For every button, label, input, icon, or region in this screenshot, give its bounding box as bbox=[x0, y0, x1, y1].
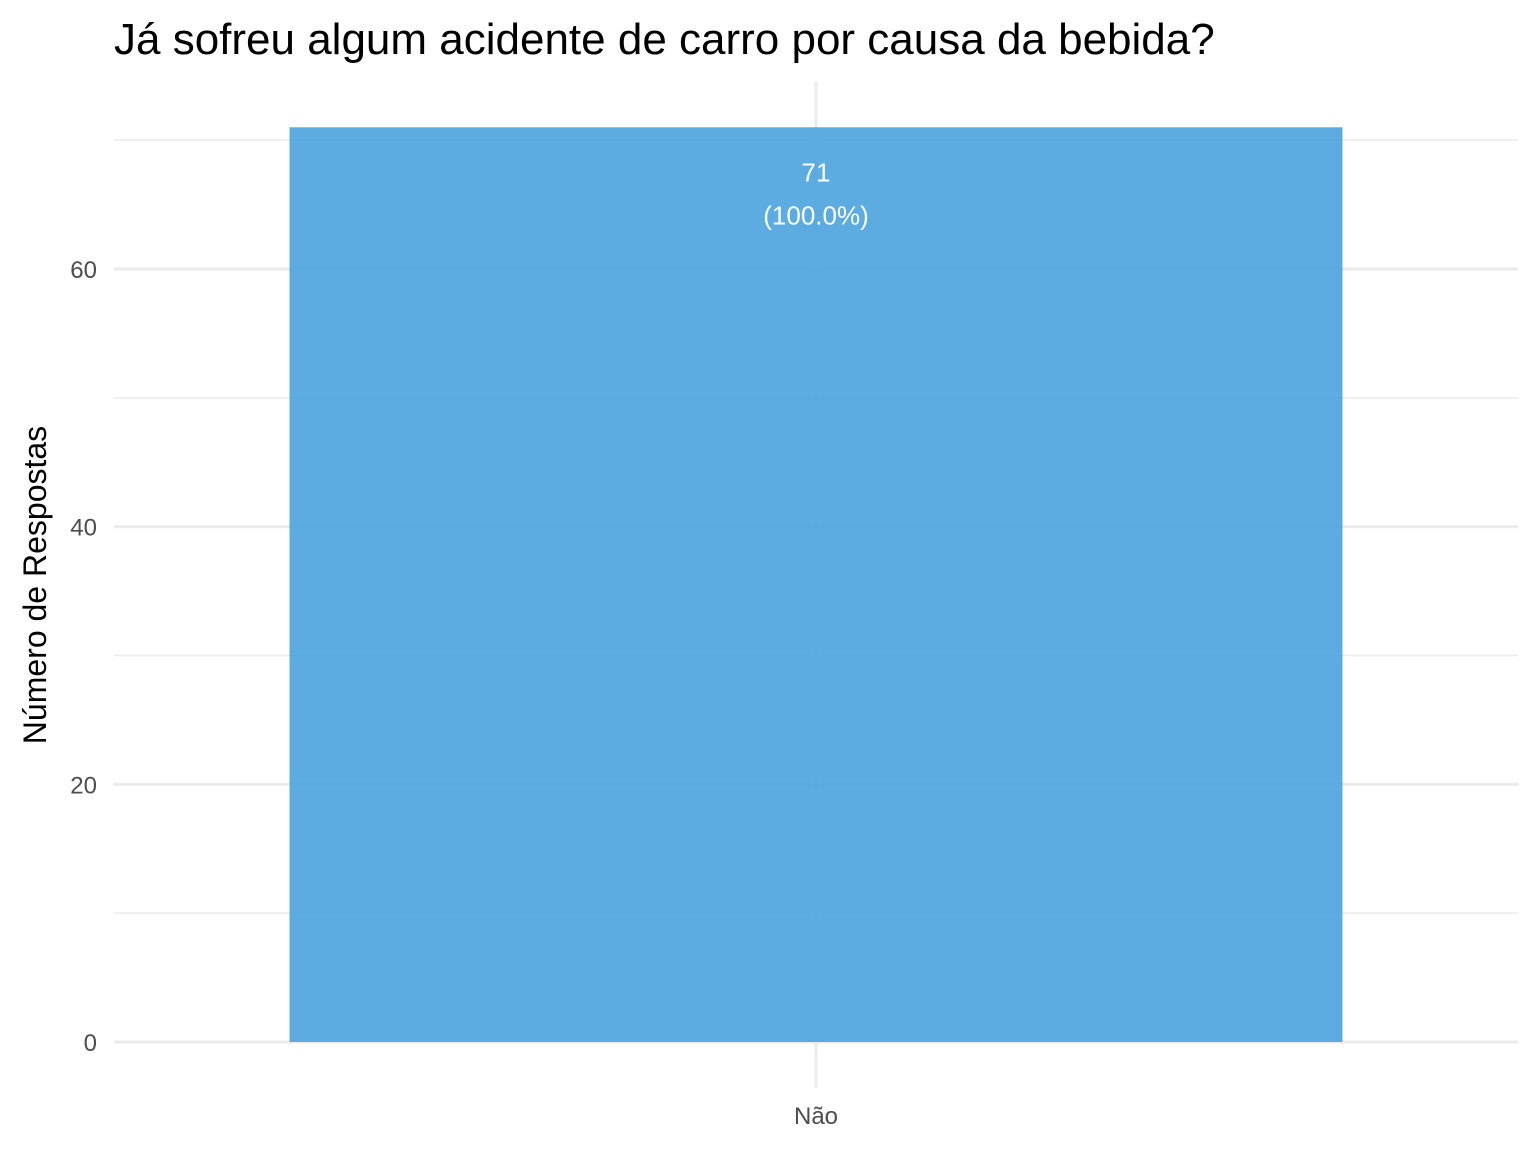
bar bbox=[289, 127, 1343, 1043]
y-tick-label: 20 bbox=[70, 772, 97, 799]
data-label: 71 bbox=[802, 157, 831, 187]
y-tick-label: 0 bbox=[84, 1030, 97, 1057]
y-tick-label: 40 bbox=[70, 515, 97, 542]
x-tick-label: Não bbox=[794, 1103, 838, 1130]
bars bbox=[289, 127, 1343, 1043]
y-axis-label: Número de Respostas bbox=[17, 426, 53, 744]
y-tick-labels: 0 20 40 60 bbox=[70, 257, 97, 1057]
y-tick-label: 60 bbox=[70, 257, 97, 284]
data-label: (100.0%) bbox=[763, 200, 869, 230]
chart-title: Já sofreu algum acidente de carro por ca… bbox=[114, 15, 1215, 64]
x-tick-labels: Não bbox=[794, 1103, 838, 1130]
data-labels: 71 (100.0%) bbox=[763, 157, 869, 230]
